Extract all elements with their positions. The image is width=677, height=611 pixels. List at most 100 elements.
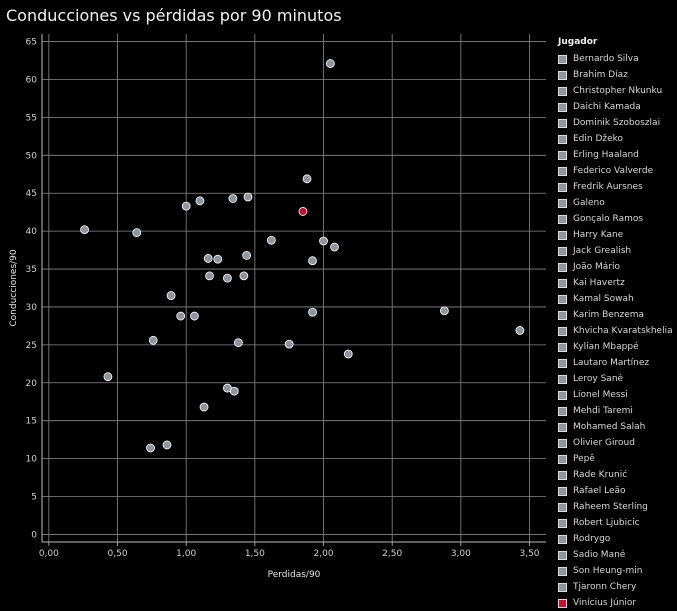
data-point[interactable] (439, 306, 449, 316)
legend-item[interactable]: Brahim Díaz (558, 67, 677, 83)
data-point[interactable] (176, 311, 186, 321)
data-point[interactable] (325, 59, 335, 68)
data-point[interactable] (302, 174, 312, 184)
data-point[interactable] (515, 326, 525, 335)
data-point[interactable] (103, 372, 113, 382)
y-tick-label: 55 (26, 113, 37, 123)
data-point[interactable] (166, 291, 176, 300)
legend-swatch (558, 422, 567, 432)
legend-swatch (558, 102, 567, 112)
legend-item[interactable]: Robert Ljubicic (558, 515, 677, 531)
legend-item[interactable]: Tjaronn Chery (558, 579, 677, 595)
legend-item[interactable]: Rodrygo (558, 531, 677, 547)
data-point[interactable] (205, 271, 214, 281)
legend-item[interactable]: Raheem Sterling (558, 499, 677, 515)
legend-item[interactable]: Bernardo Silva (558, 51, 677, 67)
legend-label: Robert Ljubicic (573, 518, 640, 528)
legend-item[interactable]: Fredrik Aursnes (558, 179, 677, 195)
legend-item[interactable]: Dominik Szoboszlai (558, 115, 677, 131)
legend-item[interactable]: Kamal Sowah (558, 291, 677, 307)
legend-swatch (558, 230, 567, 240)
data-point[interactable] (284, 339, 294, 349)
data-point[interactable] (162, 440, 172, 450)
legend-label: Tjaronn Chery (573, 582, 637, 592)
legend-label: Lautaro Martínez (573, 358, 650, 368)
data-point[interactable] (181, 201, 191, 211)
legend-label: Lionel Messi (573, 390, 628, 400)
legend-item[interactable]: Galeno (558, 195, 677, 211)
legend-label: Galeno (573, 198, 605, 208)
data-point[interactable] (195, 196, 205, 206)
legend-swatch (558, 54, 567, 64)
legend-item[interactable]: Mohamed Salah (558, 419, 677, 435)
data-point[interactable] (199, 402, 209, 412)
legend-swatch (558, 86, 567, 96)
legend-label: Leroy Sané (573, 374, 624, 384)
y-tick-label: 40 (26, 227, 38, 237)
data-point[interactable] (266, 235, 276, 245)
data-point[interactable] (343, 349, 353, 359)
legend-swatch (558, 374, 567, 384)
data-point[interactable] (233, 338, 243, 347)
data-point[interactable] (213, 254, 223, 264)
y-tick-label: 10 (26, 455, 38, 465)
data-point[interactable] (148, 335, 158, 345)
x-tick-label: 3,00 (451, 549, 471, 559)
legend-item[interactable]: Kylian Mbappé (558, 339, 677, 355)
data-point[interactable] (330, 242, 339, 252)
data-point[interactable] (203, 254, 213, 263)
legend-item[interactable]: Jack Grealish (558, 243, 677, 259)
legend-item[interactable]: Lautaro Martínez (558, 355, 677, 371)
legend-swatch (558, 518, 567, 528)
data-point[interactable] (228, 194, 238, 203)
legend-label: Khvicha Kvaratskhelia (573, 326, 673, 336)
legend-item[interactable]: Kai Havertz (558, 275, 677, 291)
data-point[interactable] (146, 443, 155, 453)
data-point[interactable] (80, 225, 89, 235)
data-point[interactable] (243, 192, 253, 202)
legend-item[interactable]: Pepê (558, 451, 677, 467)
legend-item[interactable]: Olivier Giroud (558, 435, 677, 451)
data-point[interactable] (308, 256, 317, 266)
legend-item[interactable]: Khvicha Kvaratskhelia (558, 323, 677, 339)
legend-item[interactable]: Christopher Nkunku (558, 83, 677, 99)
y-tick-label: 15 (26, 417, 37, 427)
legend-swatch (558, 406, 567, 416)
legend-item[interactable]: João Mário (558, 259, 677, 275)
data-point[interactable] (308, 307, 317, 317)
data-point[interactable] (132, 228, 142, 238)
legend-item[interactable]: Erling Haaland (558, 147, 677, 163)
data-point[interactable] (222, 273, 232, 283)
legend-item[interactable]: Vinícius Júnior (558, 595, 677, 611)
y-tick-label: 50 (26, 151, 38, 161)
data-point[interactable] (319, 236, 328, 246)
legend-swatch (558, 134, 567, 144)
data-point[interactable] (239, 271, 249, 281)
legend-swatch (558, 390, 567, 400)
legend-item[interactable]: Lionel Messi (558, 387, 677, 403)
legend-item[interactable]: Rade Krunić (558, 467, 677, 483)
legend-title: Jugador (558, 37, 598, 47)
legend-item[interactable]: Gonçalo Ramos (558, 211, 677, 227)
legend-swatch (558, 150, 567, 160)
legend-item[interactable]: Mehdi Taremi (558, 403, 677, 419)
legend-swatch (558, 294, 567, 304)
highlighted-data-point[interactable] (298, 207, 308, 216)
legend-swatch (558, 598, 567, 608)
legend-item[interactable]: Edin Džeko (558, 131, 677, 147)
data-point[interactable] (229, 386, 239, 396)
data-point[interactable] (190, 311, 199, 321)
data-point[interactable] (242, 250, 252, 260)
legend-item[interactable]: Rafael Leão (558, 483, 677, 499)
legend-item[interactable]: Sadio Mané (558, 547, 677, 563)
legend-swatch (558, 166, 567, 176)
legend-item[interactable]: Leroy Sané (558, 371, 677, 387)
legend-item[interactable]: Harry Kane (558, 227, 677, 243)
legend-item[interactable]: Son Heung-min (558, 563, 677, 579)
legend-label: Jack Grealish (573, 246, 632, 256)
legend-item[interactable]: Daichi Kamada (558, 99, 677, 115)
legend-item[interactable]: Federico Valverde (558, 163, 677, 179)
legend-item[interactable]: Karim Benzema (558, 307, 677, 323)
legend-swatch (558, 326, 567, 336)
legend-label: Raheem Sterling (573, 502, 648, 512)
